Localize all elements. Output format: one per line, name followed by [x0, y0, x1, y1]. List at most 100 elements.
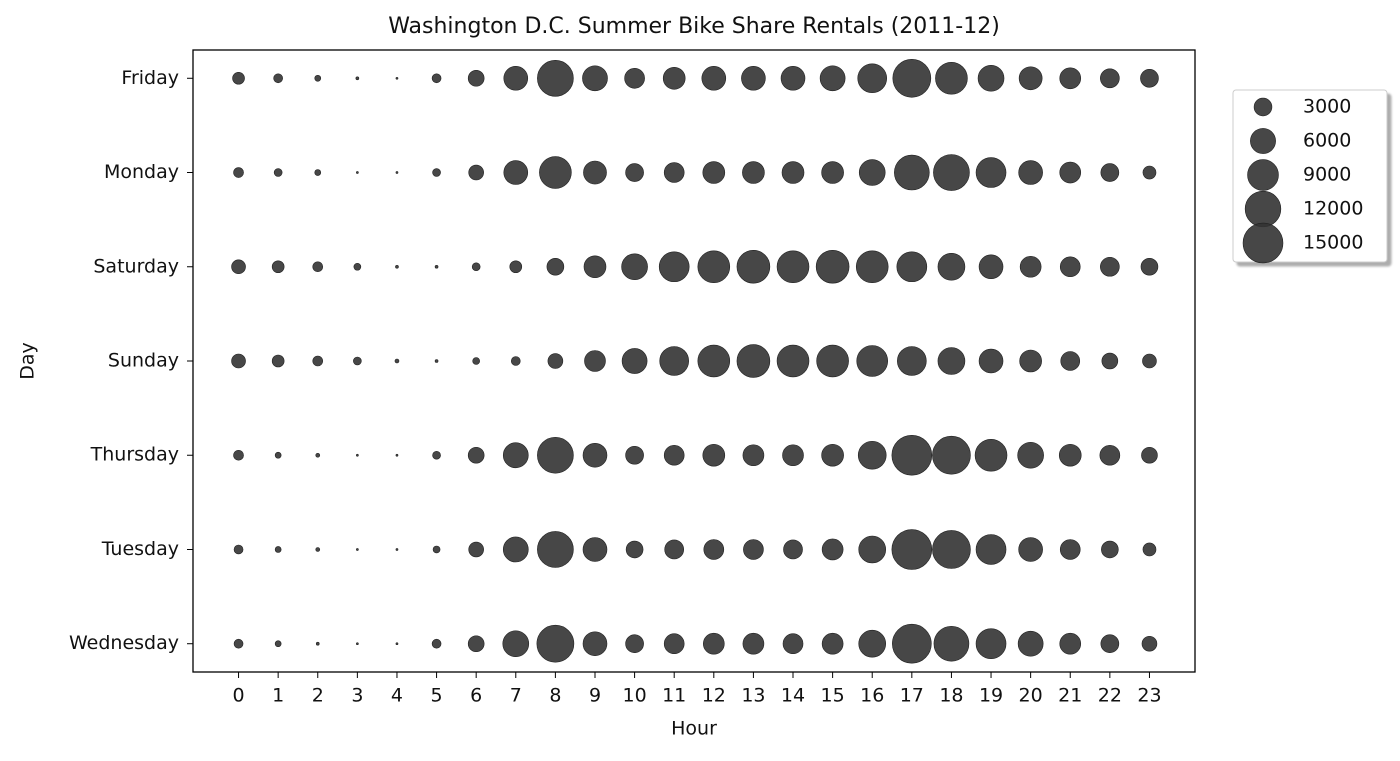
bubble	[932, 530, 971, 569]
bubble	[1059, 67, 1082, 90]
legend-marker	[1253, 97, 1273, 117]
x-tick-label: 1	[272, 685, 284, 707]
bubble	[271, 260, 285, 274]
bubble	[1142, 542, 1157, 557]
x-tick-label: 15	[821, 685, 845, 707]
bubble	[432, 450, 441, 460]
bubble	[621, 348, 648, 374]
bubble	[356, 453, 359, 457]
bubble	[897, 346, 927, 376]
bubble	[356, 171, 359, 174]
bubble	[395, 453, 399, 457]
bubble	[743, 539, 764, 560]
bubble	[582, 442, 608, 468]
chart-title: Washington D.C. Summer Bike Share Rental…	[388, 14, 1000, 39]
legend-label: 6000	[1303, 130, 1351, 152]
legend-marker	[1242, 222, 1284, 264]
bubble	[547, 353, 564, 369]
bubble	[894, 154, 930, 191]
x-tick-label: 4	[391, 685, 403, 707]
x-tick-label: 21	[1058, 685, 1082, 707]
bubble	[232, 71, 245, 85]
legend-label: 12000	[1303, 198, 1363, 220]
bubble	[783, 539, 803, 560]
x-tick-label: 7	[510, 685, 522, 707]
bubble	[858, 159, 886, 186]
bubble	[353, 262, 362, 271]
bubble	[395, 171, 399, 174]
bubble	[467, 635, 485, 653]
x-tick-label: 6	[470, 685, 482, 707]
bubble	[776, 250, 810, 284]
bubble	[1140, 257, 1159, 276]
bubble	[467, 446, 485, 464]
legend-marker	[1247, 159, 1279, 191]
bubble	[583, 255, 607, 279]
bubble	[502, 442, 529, 469]
bubble	[536, 624, 575, 663]
bubble	[503, 160, 529, 185]
bubble	[353, 356, 362, 366]
x-tick-label: 10	[622, 685, 646, 707]
bubble	[625, 163, 644, 182]
bubble	[741, 65, 766, 91]
x-tick-label: 12	[702, 685, 726, 707]
y-tick-label: Wednesday	[69, 632, 179, 654]
bubble	[621, 253, 648, 281]
y-tick-label: Monday	[104, 161, 179, 183]
bubble	[933, 154, 970, 191]
bubble	[1059, 256, 1081, 278]
bubble	[1018, 537, 1043, 562]
bubble	[546, 257, 565, 276]
bubble	[231, 353, 246, 369]
x-tick-label: 20	[1019, 685, 1043, 707]
x-tick-label: 18	[939, 685, 963, 707]
x-tick-label: 16	[860, 685, 884, 707]
x-tick-label: 3	[351, 685, 363, 707]
bubble	[432, 168, 441, 177]
bubble	[1019, 349, 1042, 373]
bubble	[821, 632, 844, 655]
bubble	[233, 544, 244, 555]
bubble	[1101, 352, 1119, 370]
bubble	[858, 535, 887, 564]
bubble	[467, 69, 485, 87]
bubble	[891, 529, 933, 570]
bubble	[896, 251, 928, 283]
bubble	[431, 73, 442, 84]
bubble	[274, 546, 282, 553]
bubble	[233, 638, 244, 649]
bubble	[315, 641, 320, 646]
bubble	[892, 623, 932, 664]
bubble	[584, 350, 606, 372]
bubble	[537, 436, 574, 474]
bubble	[858, 629, 887, 658]
legend-marker	[1244, 190, 1282, 228]
legend-marker	[1250, 128, 1276, 154]
bubble	[583, 160, 607, 185]
bubble	[815, 249, 850, 284]
plot-frame	[192, 49, 1196, 673]
bubble	[1142, 353, 1157, 369]
bubble	[742, 444, 765, 467]
bubble	[978, 254, 1004, 280]
bubble	[703, 539, 725, 560]
x-tick-label: 19	[979, 685, 1003, 707]
y-tick-label: Tuesday	[101, 538, 179, 560]
bubble	[819, 65, 846, 92]
bubble	[315, 452, 321, 458]
bubble	[1100, 68, 1120, 89]
bubble	[431, 638, 442, 649]
bubble	[1060, 351, 1081, 371]
bubble	[782, 633, 804, 655]
bubble	[697, 344, 731, 378]
bubble	[471, 262, 481, 272]
legend-label: 9000	[1303, 164, 1351, 186]
bubble	[503, 65, 529, 91]
bubble	[510, 356, 521, 366]
bubble	[624, 67, 645, 89]
bubble	[1101, 540, 1119, 559]
bubble	[274, 451, 282, 459]
y-tick-label: Sunday	[108, 350, 179, 372]
